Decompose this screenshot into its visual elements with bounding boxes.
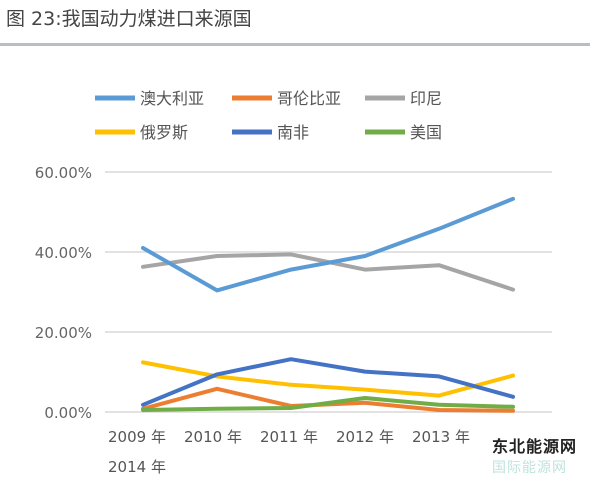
watermark-logo: 东北能源网 bbox=[492, 437, 578, 456]
series-line-4 bbox=[141, 357, 515, 407]
title-divider bbox=[0, 43, 590, 46]
x-tick-label: 2009 年 bbox=[108, 428, 166, 446]
legend-label: 哥伦比亚 bbox=[277, 89, 341, 108]
x-tick-label: 2014 年 bbox=[108, 458, 166, 476]
legend-label: 澳大利亚 bbox=[140, 89, 204, 108]
y-tick-label: 60.00% bbox=[35, 164, 92, 182]
legend-label: 印尼 bbox=[410, 89, 442, 108]
y-tick-label: 40.00% bbox=[35, 244, 92, 262]
series-line-2 bbox=[141, 252, 515, 292]
x-tick-label: 2010 年 bbox=[184, 428, 242, 446]
figure-title: 图 23:我国动力煤进口来源国 bbox=[6, 8, 252, 30]
legend-label: 俄罗斯 bbox=[140, 123, 188, 142]
x-tick-label: 2011 年 bbox=[260, 428, 318, 446]
y-tick-label: 0.00% bbox=[44, 404, 92, 422]
series-line-0 bbox=[141, 196, 515, 293]
legend-label: 南非 bbox=[277, 123, 309, 142]
series-line-5 bbox=[141, 396, 515, 412]
x-tick-label: 2012 年 bbox=[336, 428, 394, 446]
x-tick-label: 2013 年 bbox=[412, 428, 470, 446]
series-line-3 bbox=[141, 360, 515, 398]
watermark-logo-secondary: 国际能源网 bbox=[492, 460, 567, 476]
y-tick-label: 20.00% bbox=[35, 324, 92, 342]
legend-label: 美国 bbox=[410, 123, 442, 142]
